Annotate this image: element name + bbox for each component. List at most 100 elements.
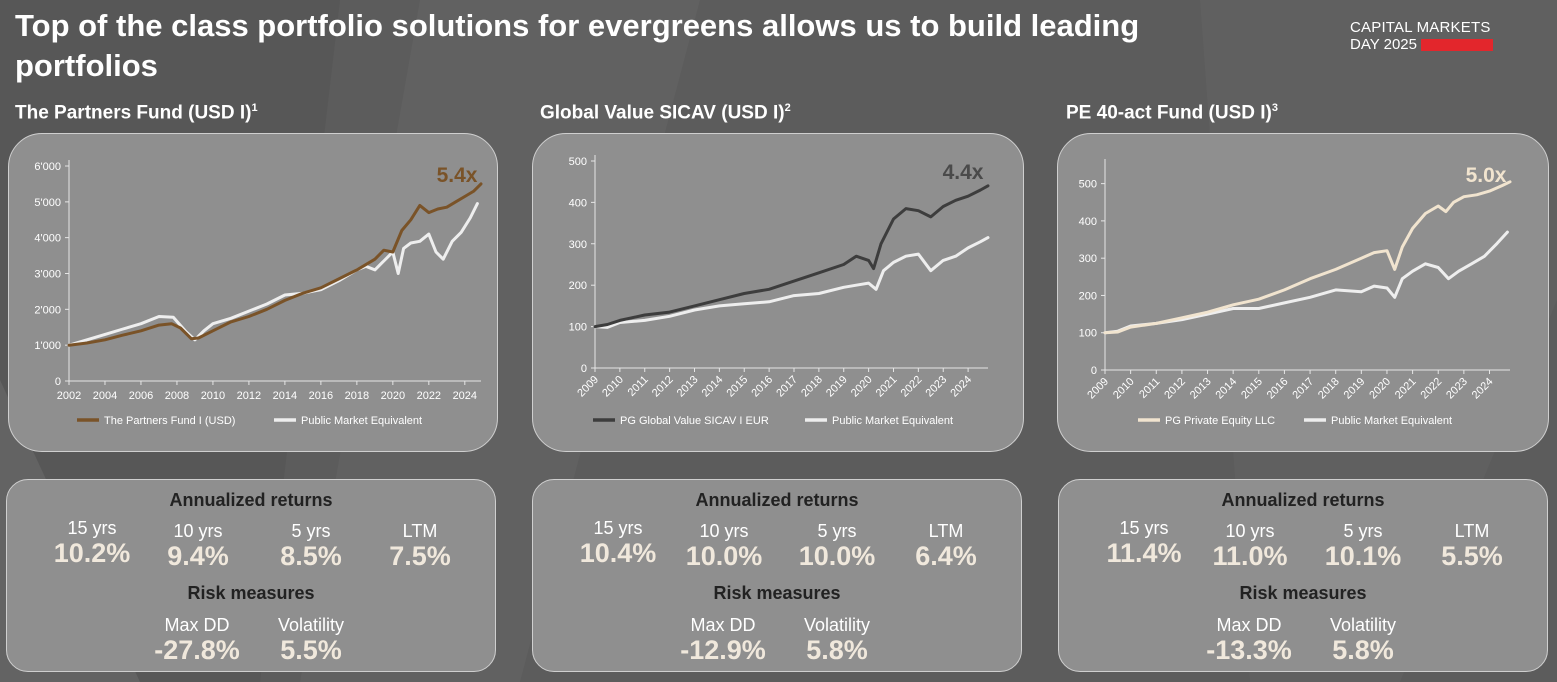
legend-label: Public Market Equivalent	[1331, 415, 1452, 427]
y-tick-label: 400	[1079, 216, 1097, 228]
returns-header: Annualized returns	[1221, 490, 1385, 510]
y-tick-label: 0	[1091, 365, 1097, 377]
risk-stat: Volatility 5.8%	[1308, 615, 1418, 665]
x-tick-label: 2023	[1444, 376, 1470, 402]
multiple-label: 5.0x	[1466, 164, 1507, 187]
series-line-fund	[1103, 180, 1512, 335]
y-tick-label: 4'000	[34, 233, 61, 245]
risk-header: Risk measures	[1239, 583, 1367, 603]
return-stat: 10 yrs 9.4%	[143, 521, 253, 571]
series-line-fund	[67, 182, 483, 347]
fund-title-global-value: Global Value SICAV (USD I)2	[540, 102, 791, 124]
risk-label: Volatility	[803, 615, 871, 635]
y-tick-label: 0	[581, 363, 587, 375]
x-tick-label: 2015	[1239, 376, 1265, 402]
multiple-label: 5.4x	[437, 164, 478, 187]
stats-card-pe: Annualized returns 15 yrs 11.4% 10 yrs 11.0%…	[1058, 479, 1548, 672]
x-tick-label: 2010	[600, 374, 626, 400]
risk-value: 5.8%	[806, 635, 868, 665]
x-tick-label: 2012	[650, 374, 676, 400]
return-period-label: 10 yrs	[699, 521, 749, 541]
return-stat: 10 yrs 11.0%	[1195, 521, 1305, 571]
x-tick-label: 2010	[1111, 376, 1137, 402]
footnote-marker: 3	[1271, 102, 1278, 114]
x-tick-label: 2024	[1470, 376, 1496, 402]
return-period-label: 5 yrs	[817, 521, 857, 541]
return-stat: 15 yrs 10.4%	[563, 518, 673, 568]
return-period-label: 15 yrs	[67, 518, 117, 538]
x-tick-label: 2014	[1213, 376, 1239, 402]
risk-value: -13.3%	[1206, 635, 1292, 665]
return-value: 10.2%	[53, 538, 131, 568]
x-tick-label: 2018	[1316, 376, 1342, 402]
series-line-pme	[67, 202, 479, 347]
x-tick-label: 2024	[948, 374, 974, 400]
y-tick-label: 1'000	[34, 340, 61, 352]
y-tick-label: 2'000	[34, 304, 61, 316]
y-tick-label: 500	[569, 156, 587, 168]
risk-label: Max DD	[1216, 615, 1282, 635]
return-period-label: 5 yrs	[1343, 521, 1383, 541]
risk-value: 5.8%	[1332, 635, 1394, 665]
y-tick-label: 100	[1079, 328, 1097, 340]
x-tick-label: 2012	[1162, 376, 1188, 402]
stats-card-global-value: Annualized returns 15 yrs 10.4% 10 yrs 10.0%…	[532, 479, 1022, 672]
y-tick-label: 100	[569, 322, 587, 334]
line-chart: 0 100 200 300 400 500 2009 2010 2011 2012 2013 2014…	[1079, 159, 1512, 427]
return-period-label: LTM	[402, 521, 438, 541]
fund-title-partners: The Partners Fund (USD I)1	[15, 102, 258, 124]
chart-card-pe: 0 100 200 300 400 500 2009 2010 2011 2012 2013 2014…	[1057, 133, 1549, 452]
x-tick-label: 2008	[165, 390, 189, 402]
risk-stat: Max DD -27.8%	[142, 615, 252, 665]
x-tick-label: 2019	[824, 374, 850, 400]
return-value: 11.4%	[1106, 538, 1182, 568]
return-period-label: LTM	[928, 521, 964, 541]
risk-value: 5.5%	[280, 635, 342, 665]
x-tick-label: 2009	[575, 374, 601, 400]
x-tick-label: 2018	[799, 374, 825, 400]
legend-label: PG Global Value SICAV I EUR	[620, 415, 769, 427]
legend-label: The Partners Fund I (USD)	[104, 415, 235, 427]
return-value: 6.4%	[915, 541, 977, 571]
fund-title-text: The Partners Fund (USD I)	[15, 102, 252, 124]
x-tick-label: 2006	[129, 390, 153, 402]
y-tick-label: 0	[55, 376, 61, 388]
brand-logo: CAPITAL MARKETS DAY 2025	[1350, 19, 1510, 53]
return-stat: 15 yrs 11.4%	[1089, 518, 1199, 568]
legend-label: PG Private Equity LLC	[1165, 415, 1275, 427]
y-tick-label: 300	[569, 239, 587, 251]
return-period-label: 5 yrs	[291, 521, 331, 541]
x-tick-label: 2017	[774, 374, 800, 400]
x-tick-label: 2014	[273, 390, 297, 402]
chart-card-partners: 0 1'000 2'000 3'000 4'000 5'000 6'000 2002 2004 2…	[8, 133, 498, 452]
brand-line1: CAPITAL MARKETS	[1350, 19, 1491, 36]
risk-stat: Max DD -13.3%	[1194, 615, 1304, 665]
footnote-marker: 1	[251, 102, 258, 114]
x-tick-label: 2022	[1419, 376, 1445, 402]
risk-stat: Volatility 5.8%	[782, 615, 892, 665]
footnote-marker: 2	[784, 102, 791, 114]
risk-label: Max DD	[164, 615, 230, 635]
return-value: 9.4%	[167, 541, 229, 571]
return-period-label: 15 yrs	[593, 518, 643, 538]
return-period-label: LTM	[1454, 521, 1490, 541]
return-value: 10.4%	[579, 538, 657, 568]
fund-title-text: PE 40-act Fund (USD I)	[1066, 102, 1272, 124]
y-tick-label: 3'000	[34, 269, 61, 281]
y-tick-label: 400	[569, 197, 587, 209]
return-period-label: 10 yrs	[173, 521, 223, 541]
risk-value: -27.8%	[154, 635, 240, 665]
return-stat: LTM 5.5%	[1417, 521, 1527, 571]
x-tick-label: 2015	[725, 374, 751, 400]
x-tick-label: 2020	[1367, 376, 1393, 402]
risk-stat: Max DD -12.9%	[668, 615, 778, 665]
risk-stat: Volatility 5.5%	[256, 615, 366, 665]
return-value: 8.5%	[280, 541, 342, 571]
returns-header: Annualized returns	[169, 490, 333, 510]
return-value: 11.0%	[1212, 541, 1288, 571]
return-stat: LTM 6.4%	[891, 521, 1001, 571]
y-tick-label: 200	[1079, 290, 1097, 302]
legend-label: Public Market Equivalent	[301, 415, 422, 427]
return-value: 5.5%	[1441, 541, 1503, 571]
fund-title-text: Global Value SICAV (USD I)	[540, 102, 785, 124]
